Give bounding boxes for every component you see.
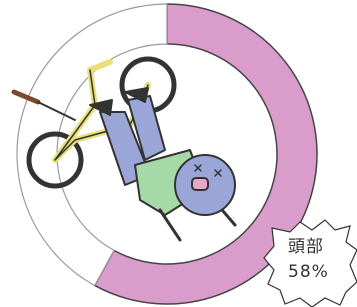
value-label: 58%	[288, 262, 329, 282]
chart: 頭部 58%	[0, 0, 357, 307]
page: {"chart_data": {"type": "donut", "catego…	[0, 0, 357, 307]
mouth	[192, 178, 208, 190]
segment-label: 頭部	[288, 237, 324, 257]
